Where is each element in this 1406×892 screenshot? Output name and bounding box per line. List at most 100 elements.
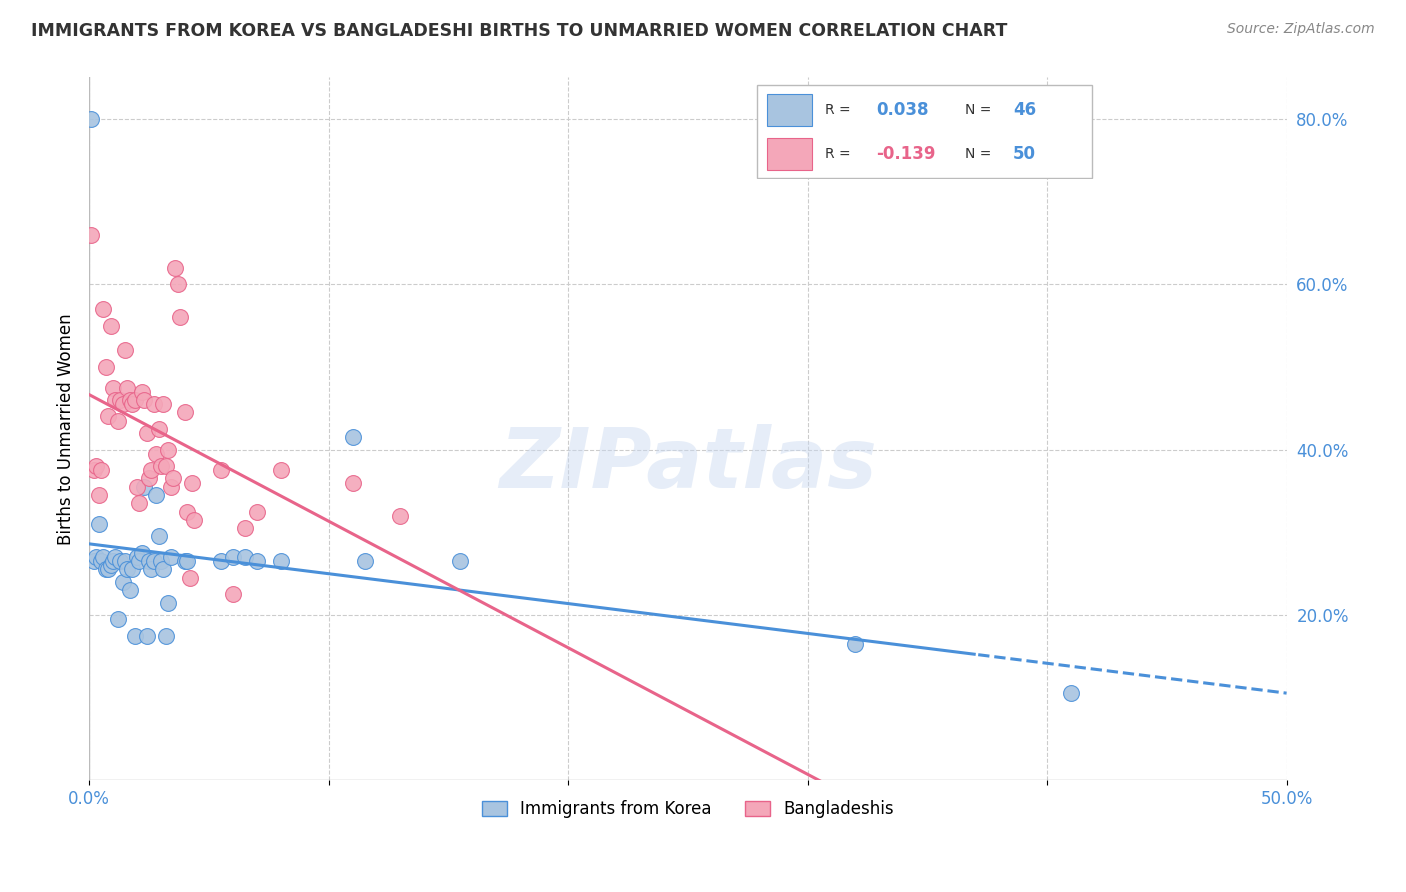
Point [159,549,181,564]
Legend: Immigrants from Korea, Bangladeshis: Immigrants from Korea, Bangladeshis [475,793,901,825]
Point [118,392,141,407]
Point [141,463,163,477]
Point [117,380,139,394]
Point [389,508,412,523]
Point [90,554,112,568]
Point [233,521,256,535]
Point [157,595,180,609]
Point [104,549,127,564]
Point [145,447,167,461]
Point [83,463,105,477]
Point [149,459,172,474]
Point [128,554,150,568]
Point [94,359,117,374]
Point [148,422,170,436]
Point [121,397,143,411]
Y-axis label: Births to Unmarried Women: Births to Unmarried Women [58,313,75,545]
Text: ZIPatlas: ZIPatlas [499,424,877,505]
Point [1060,686,1083,700]
Point [169,310,191,325]
Point [342,475,364,490]
Point [87,488,110,502]
Point [342,430,364,444]
Point [135,425,157,440]
Text: IMMIGRANTS FROM KOREA VS BANGLADESHI BIRTHS TO UNMARRIED WOMEN CORRELATION CHART: IMMIGRANTS FROM KOREA VS BANGLADESHI BIR… [31,22,1007,40]
Point [84,549,107,564]
Point [155,629,177,643]
Point [138,471,160,485]
Point [246,504,269,518]
Point [222,587,245,601]
Point [80,227,103,242]
Point [152,562,174,576]
Point [844,637,866,651]
Point [87,516,110,531]
Point [183,513,205,527]
Point [181,475,204,490]
Point [111,397,134,411]
Point [209,463,232,477]
Point [141,562,163,576]
Point [155,459,177,474]
Point [124,392,146,407]
Point [125,549,148,564]
Point [118,583,141,598]
Point [111,574,134,589]
Point [145,488,167,502]
Point [100,318,122,333]
Point [134,392,156,407]
Point [179,571,201,585]
Point [222,549,245,564]
Point [124,629,146,643]
Point [165,260,187,275]
Point [117,562,139,576]
Point [128,496,150,510]
Point [270,463,292,477]
Point [149,554,172,568]
Point [84,459,107,474]
Point [134,480,156,494]
Point [101,380,124,394]
Point [125,480,148,494]
Point [162,471,184,485]
Point [131,546,153,560]
Point [83,554,105,568]
Point [209,554,232,568]
Point [108,392,131,407]
Point [114,554,136,568]
Text: Source: ZipAtlas.com: Source: ZipAtlas.com [1227,22,1375,37]
Point [93,549,115,564]
Point [138,554,160,568]
Point [159,480,181,494]
Point [121,562,143,576]
Point [100,558,122,573]
Point [142,554,165,568]
Point [142,397,165,411]
Point [104,392,127,407]
Point [101,554,124,568]
Point [152,397,174,411]
Point [107,414,129,428]
Point [80,112,103,126]
Point [108,554,131,568]
Point [173,405,195,419]
Point [93,301,115,316]
Point [157,442,180,457]
Point [107,612,129,626]
Point [97,409,120,424]
Point [114,343,136,358]
Point [233,549,256,564]
Point [135,629,157,643]
Point [173,554,195,568]
Point [90,463,112,477]
Point [353,554,375,568]
Point [246,554,269,568]
Point [94,562,117,576]
Point [176,554,198,568]
Point [166,277,188,292]
Point [449,554,471,568]
Point [131,384,153,399]
Point [148,529,170,543]
Point [270,554,292,568]
Point [97,562,120,576]
